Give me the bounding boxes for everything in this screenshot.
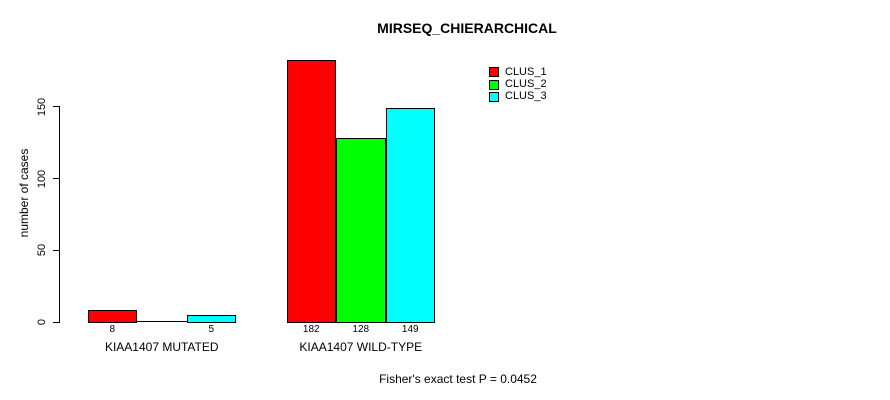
bar-value-label: 149 [401,324,419,335]
y-axis-tick [53,249,59,251]
legend-label: CLUS_1 [505,65,547,78]
bar [186,314,236,323]
legend-label: CLUS_3 [505,90,547,103]
y-axis-tick [53,321,59,323]
y-axis-tick-label: 150 [36,97,48,116]
y-axis-line [59,106,60,323]
bar [336,137,386,323]
legend-swatch-icon [489,67,499,78]
legend-item: CLUS_2 [489,78,547,90]
y-axis-tick-label: 50 [36,244,48,257]
legend-swatch-icon [489,79,499,90]
y-axis-tick [53,106,59,108]
bar [385,107,435,323]
y-axis-title: number of cases [17,148,31,238]
bar-value-label: 8 [109,324,116,335]
legend-item: CLUS_3 [489,91,547,103]
bar [286,60,336,323]
group-label: KIAA1407 MUTATED [104,340,219,354]
y-axis-tick [53,178,59,180]
bar-value-label: 128 [352,324,370,335]
legend-label: CLUS_2 [505,78,547,91]
bar-value-label: 5 [208,324,215,335]
annotation-text: Fisher's exact test P = 0.0452 [379,372,537,386]
legend-swatch-icon [489,91,499,102]
y-axis-tick-label: 100 [36,169,48,188]
legend: CLUS_1 CLUS_2 CLUS_3 [489,66,547,103]
legend-item: CLUS_1 [489,66,547,78]
bar-zero-line [137,321,187,323]
group-label: KIAA1407 WILD-TYPE [299,340,423,354]
chart-title: MIRSEQ_CHIERARCHICAL [377,20,557,36]
bar [87,310,137,323]
bar-value-label: 182 [302,324,320,335]
y-axis-tick-label: 0 [36,319,48,326]
